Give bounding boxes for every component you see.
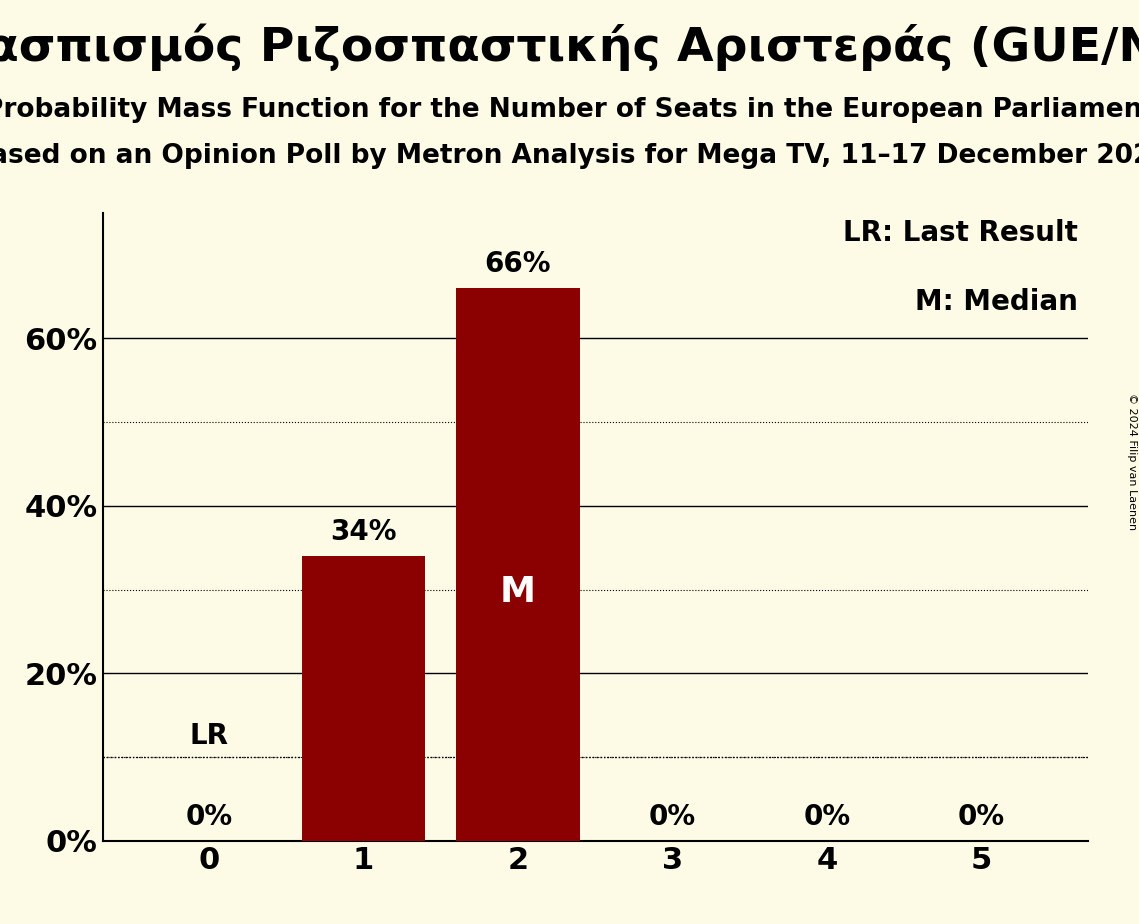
Text: M: M xyxy=(500,575,536,609)
Text: Based on an Opinion Poll by Metron Analysis for Mega TV, 11–17 December 2024: Based on an Opinion Poll by Metron Analy… xyxy=(0,143,1139,169)
Text: M: Median: M: Median xyxy=(915,288,1077,316)
Text: Συνασπισμός Ριζοσπαστικής Αριστεράς (GUE/NGL): Συνασπισμός Ριζοσπαστικής Αριστεράς (GUE… xyxy=(0,23,1139,70)
Text: 0%: 0% xyxy=(186,803,232,831)
Text: LR: LR xyxy=(189,723,229,750)
Text: LR: Last Result: LR: Last Result xyxy=(843,219,1077,247)
Text: 66%: 66% xyxy=(485,249,551,278)
Text: Probability Mass Function for the Number of Seats in the European Parliament: Probability Mass Function for the Number… xyxy=(0,97,1139,123)
Text: 34%: 34% xyxy=(330,518,396,546)
Text: 0%: 0% xyxy=(649,803,696,831)
Text: 0%: 0% xyxy=(958,803,1005,831)
Text: © 2024 Filip van Laenen: © 2024 Filip van Laenen xyxy=(1126,394,1137,530)
Text: 0%: 0% xyxy=(803,803,851,831)
Bar xyxy=(456,288,580,841)
Bar xyxy=(302,556,425,841)
